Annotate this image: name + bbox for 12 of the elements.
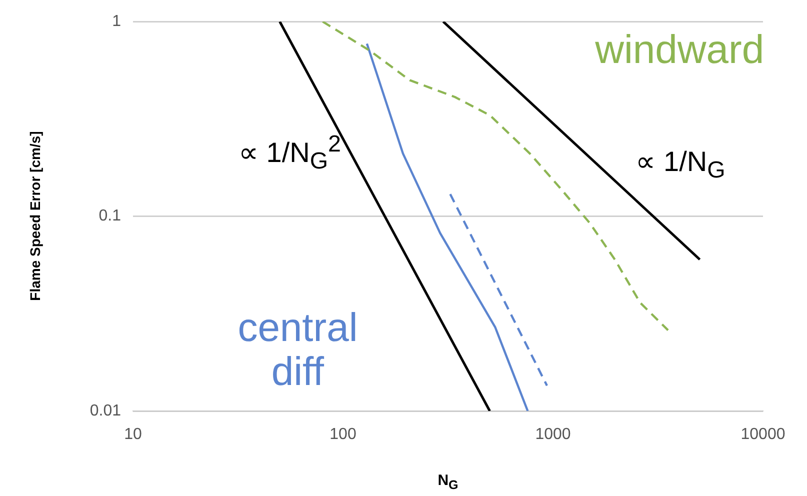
x-tick-label: 1000 (535, 426, 571, 444)
text: windward (595, 28, 764, 72)
x-tick-label: 100 (330, 426, 356, 444)
y-tick-label: 0.1 (98, 208, 122, 225)
series-label: ∝ 1/N$_{G}$ (636, 145, 726, 183)
x-tick-label: 10000 (740, 426, 786, 444)
text: central diff (236, 306, 359, 394)
y-tick-label: 0.01 (90, 402, 122, 420)
y-axis-title: Flame Speed Error [cm/s] (27, 131, 43, 302)
x-tick-label: 10 (124, 426, 142, 444)
x-axis-title: N$_{G}$ (438, 472, 458, 492)
y-tick-label: 1 (112, 13, 122, 30)
